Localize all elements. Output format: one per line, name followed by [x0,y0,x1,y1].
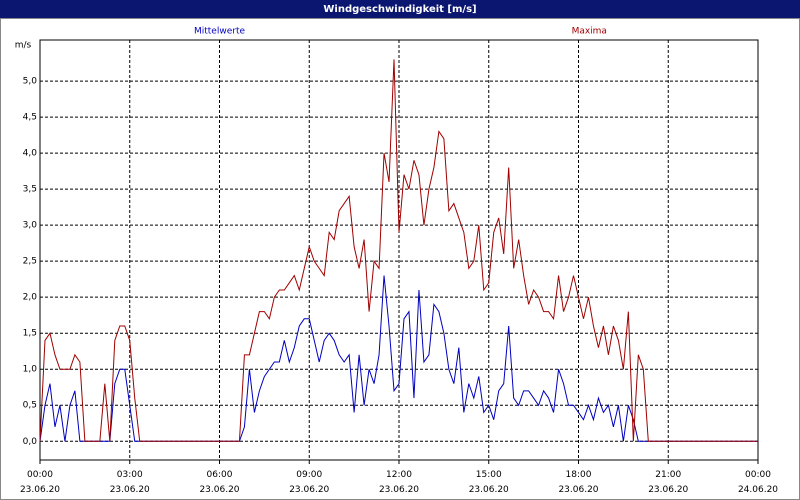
x-tick-label: 21:00 23.06.20 [648,470,688,495]
y-tick-label: 4,0 [23,149,38,159]
y-axis-label: m/s [15,41,32,51]
y-tick-label: 2,5 [23,257,37,267]
x-tick-label: 00:00 23.06.20 [20,470,60,495]
x-tick-label: 03:00 23.06.20 [110,470,150,495]
y-tick-label: 3,0 [23,221,38,231]
x-tick-label: 06:00 23.06.20 [199,470,239,495]
x-tick-label: 09:00 23.06.20 [289,470,329,495]
title-bar [0,0,800,18]
x-tick-label: 15:00 23.06.20 [469,470,509,495]
plot-frame [39,39,759,461]
x-tick-label: 18:00 23.06.20 [558,470,598,495]
y-tick-label: 0,0 [23,437,38,447]
legend-entry: Mittelwerte [194,27,245,37]
y-tick-label: 1,0 [23,365,38,375]
x-tick-label: 12:00 23.06.20 [379,470,419,495]
series-line [39,59,758,442]
legend-entry: Maxima [572,27,607,37]
y-tick-label: 2,0 [23,293,38,303]
y-tick-label: 3,5 [23,185,37,195]
chart-title: Windgeschwindigkeit [m/s] [323,4,476,15]
y-tick-label: 1,5 [23,329,37,339]
y-tick-label: 5,0 [23,77,38,87]
y-tick-label: 0,5 [23,401,37,411]
x-tick-label: 00:00 24.06.20 [738,470,778,495]
y-tick-label: 4,5 [23,113,37,123]
